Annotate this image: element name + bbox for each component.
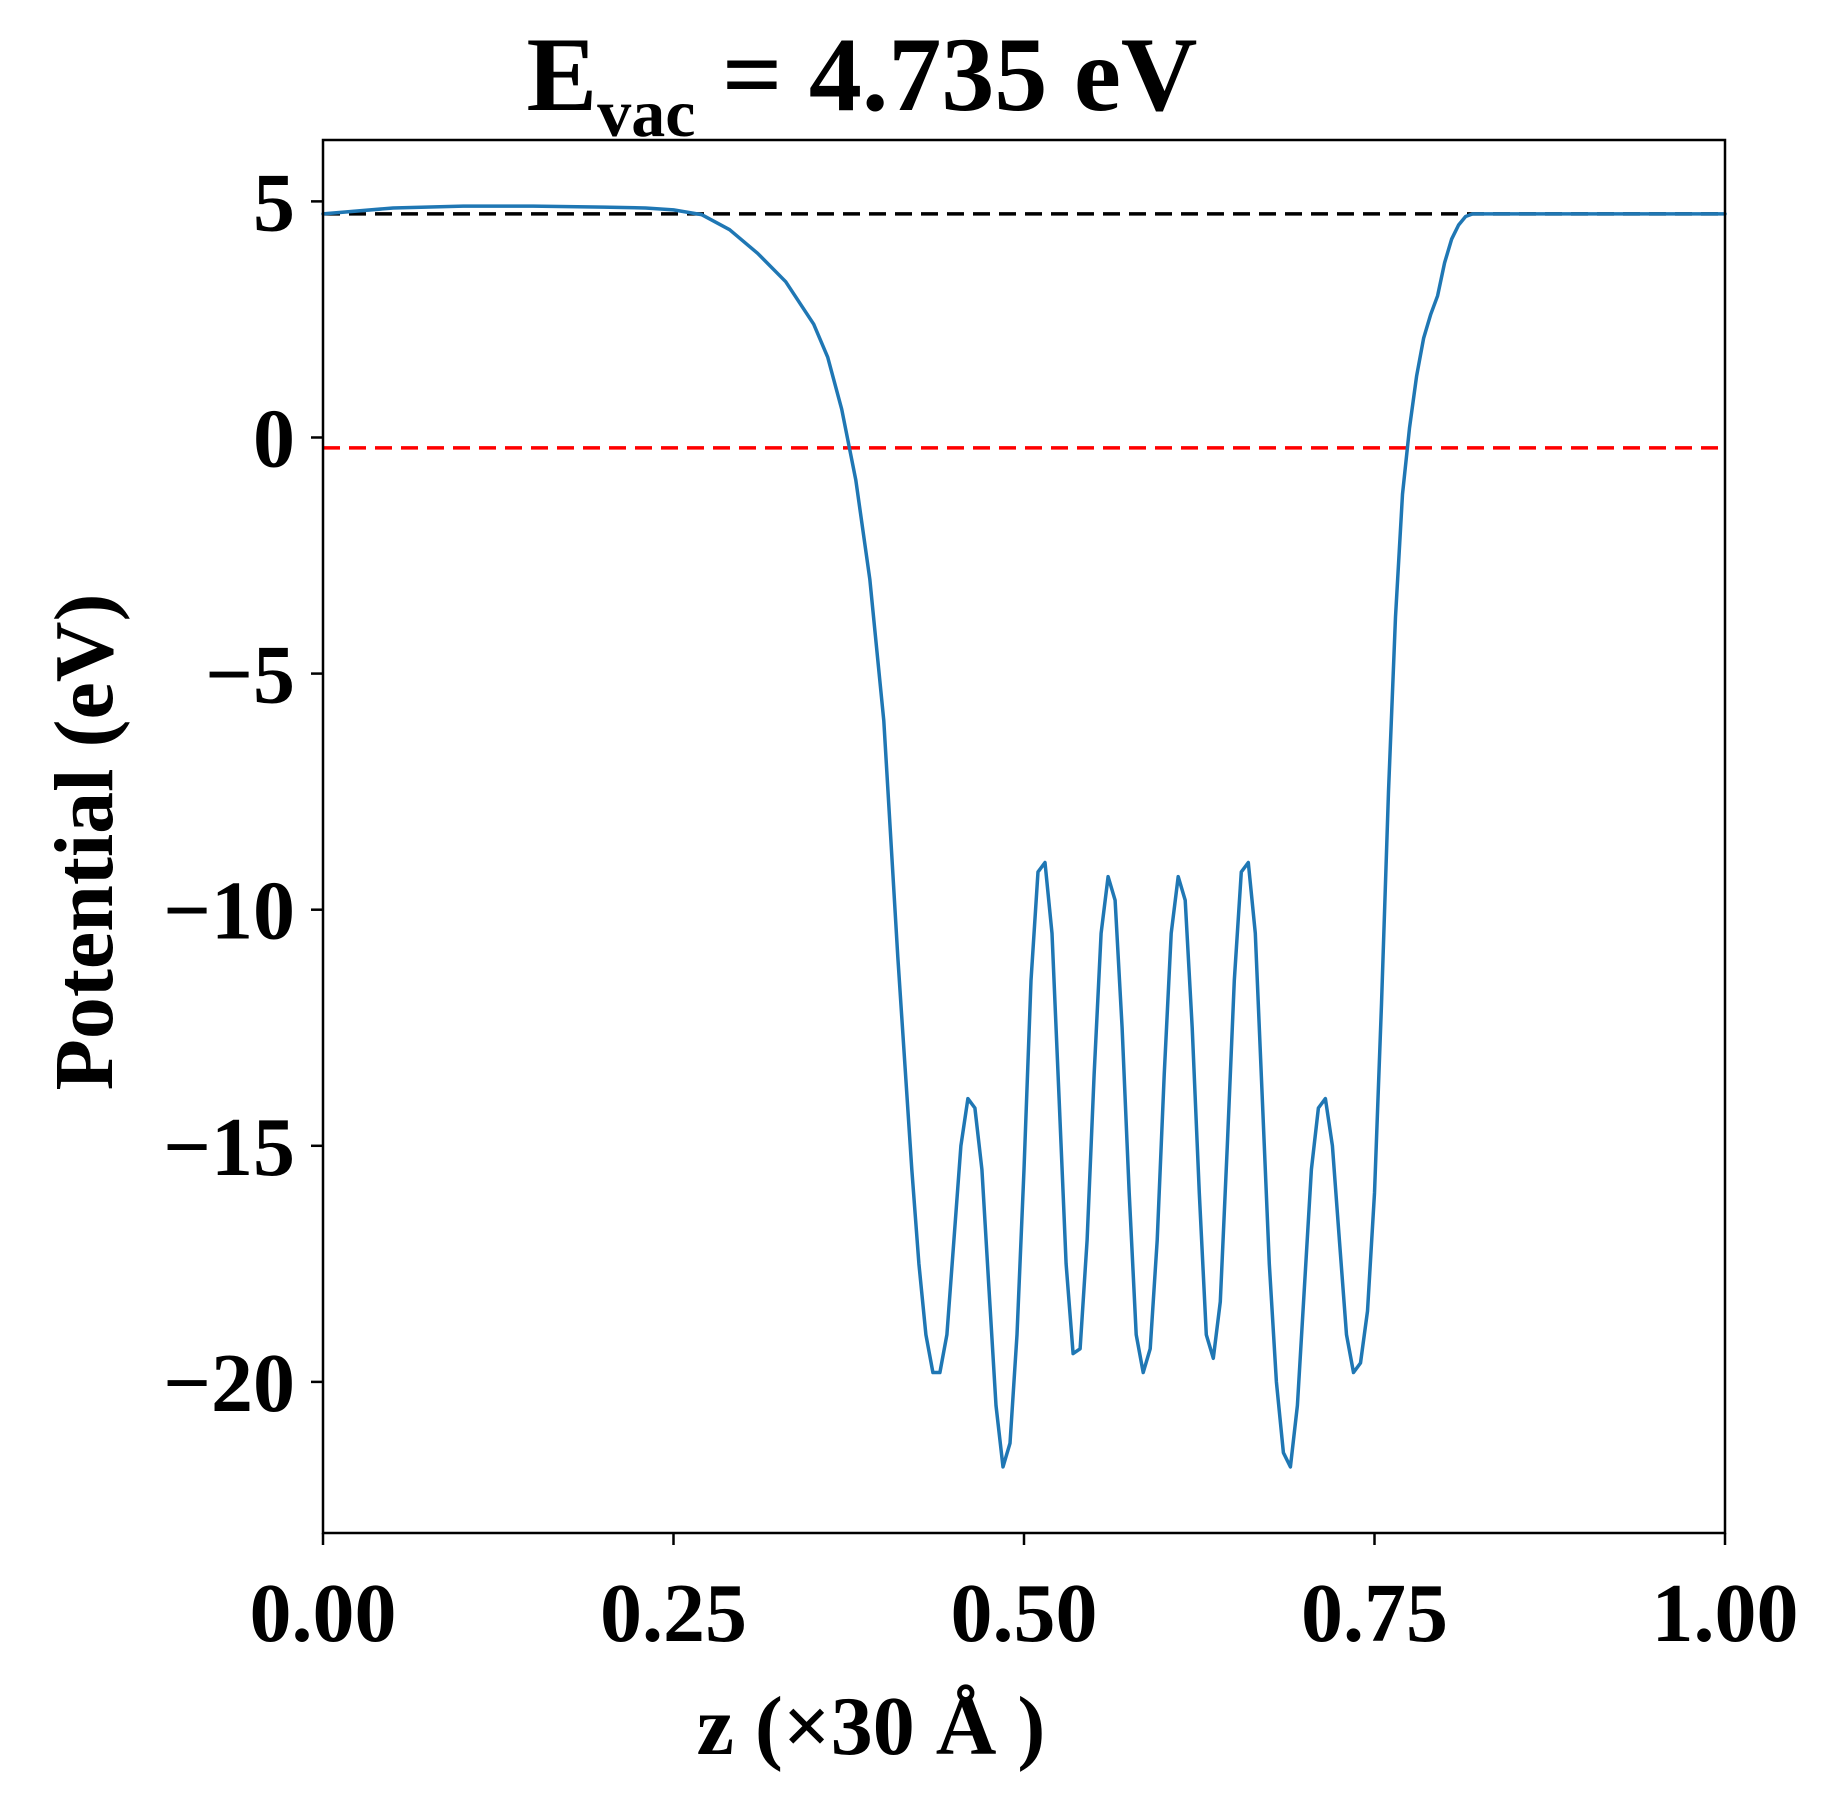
y-tick-label-2: −5 [205, 629, 295, 722]
title-subscript: vac [597, 75, 695, 151]
chart-title: Evac = 4.735 eV [527, 16, 1198, 151]
y-axis-ticks: 5 0 −5 −10 −15 −20 [163, 156, 323, 1430]
y-tick-label-1: 0 [253, 392, 295, 485]
title-rest: = 4.735 eV [695, 16, 1197, 133]
y-tick-label-4: −15 [163, 1101, 295, 1194]
x-axis-label: z (×30 Å ) [697, 1680, 1046, 1773]
series-line-0 [321, 204, 1727, 1469]
y-tick-label-0: 5 [253, 156, 295, 249]
y-axis-label: Potential (eV) [38, 594, 131, 1091]
y-tick-label-3: −10 [163, 865, 295, 958]
series-layer [321, 204, 1727, 1469]
plot-frame [321, 138, 1727, 1535]
title-main: E [527, 16, 598, 133]
x-tick-label-0: 0.00 [250, 1567, 397, 1660]
y-tick-label-5: −20 [163, 1337, 295, 1430]
x-tick-label-2: 0.50 [951, 1567, 1098, 1660]
x-tick-label-3: 0.75 [1301, 1567, 1448, 1660]
x-tick-label-1: 0.25 [600, 1567, 747, 1660]
x-tick-label-4: 1.00 [1652, 1567, 1799, 1660]
reference-lines [323, 212, 1725, 450]
x-axis-ticks: 0.00 0.25 0.50 0.75 1.00 [250, 1533, 1799, 1660]
